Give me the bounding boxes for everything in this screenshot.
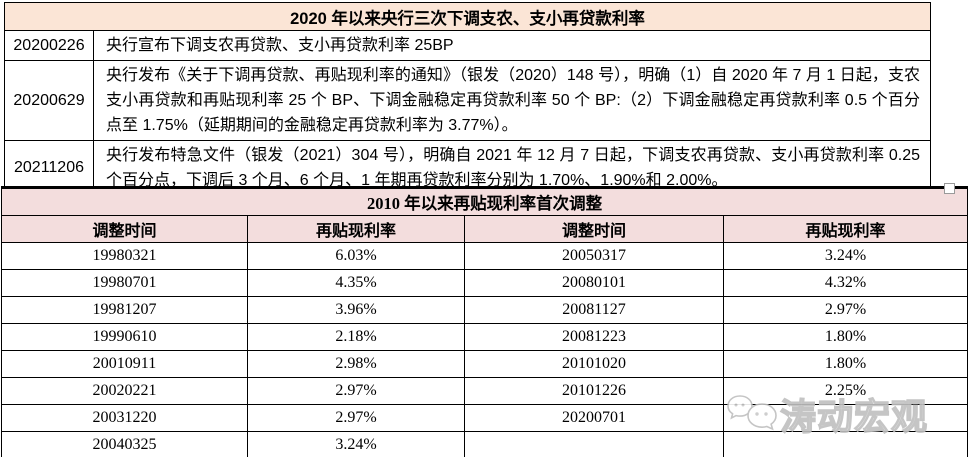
table-row: 2010 年以来再贴现利率首次调整 [1, 186, 968, 216]
table-row: 20200629 央行发布《关于下调再贷款、再贴现利率的通知》（银发（2020）… [4, 60, 931, 141]
rate-cell: 3.96% [247, 296, 465, 324]
table-row: 2020 年以来央行三次下调支农、支小再贷款利率 [4, 2, 931, 31]
rate-cell: 3.24% [247, 431, 465, 457]
rate-cell: 2.97% [723, 296, 968, 324]
column-header-adjust-date-1: 调整时间 [1, 215, 248, 243]
table2-title: 2010 年以来再贴现利率首次调整 [1, 186, 968, 216]
date-cell: 20101226 [464, 377, 724, 405]
date-cell: 20200701 [464, 404, 724, 432]
table1-title: 2020 年以来央行三次下调支农、支小再贷款利率 [4, 2, 931, 31]
date-cell: 20010911 [1, 350, 248, 378]
date-cell: 19981207 [1, 296, 248, 324]
table-row: 20200226 央行宣布下调支农再贷款、支小再贷款利率 25BP [4, 30, 931, 61]
rate-cell: 2.97% [247, 377, 465, 405]
table-row: 19981207 3.96% 20081127 2.97% [1, 296, 968, 324]
table-row: 19990610 2.18% 20081223 1.80% [1, 323, 968, 351]
date-cell: 20200226 [4, 30, 94, 61]
event-cell: 央行宣布下调支农再贷款、支小再贷款利率 25BP [93, 30, 931, 61]
date-cell: 20040325 [1, 431, 248, 457]
table-row: 20031220 2.97% 20200701 [1, 404, 968, 432]
rate-cell: 1.80% [723, 323, 968, 351]
table-row: 19980701 4.35% 20080101 4.32% [1, 269, 968, 297]
rate-cell [723, 404, 968, 432]
date-cell: 19990610 [1, 323, 248, 351]
rate-cell: 2.25% [723, 377, 968, 405]
date-cell: 20081223 [464, 323, 724, 351]
rate-cell: 2.97% [247, 404, 465, 432]
table-row: 20020221 2.97% 20101226 2.25% [1, 377, 968, 405]
date-cell: 20020221 [1, 377, 248, 405]
rediscount-rate-table: 2010 年以来再贴现利率首次调整 调整时间 再贴现利率 调整时间 再贴现利率 … [1, 186, 968, 457]
rate-cell [723, 431, 968, 457]
date-cell: 20200629 [4, 60, 94, 141]
rate-cell: 1.80% [723, 350, 968, 378]
table-row: 20010911 2.98% 20101020 1.80% [1, 350, 968, 378]
table-resize-handle [944, 183, 955, 194]
rate-cell: 4.32% [723, 269, 968, 297]
rate-cell: 2.98% [247, 350, 465, 378]
column-header-rediscount-rate-1: 再贴现利率 [247, 215, 465, 243]
date-cell: 20050317 [464, 242, 724, 270]
event-cell: 央行发布《关于下调再贷款、再贴现利率的通知》（银发（2020）148 号），明确… [93, 60, 931, 141]
date-cell: 20101020 [464, 350, 724, 378]
date-cell [464, 431, 724, 457]
column-header-adjust-date-2: 调整时间 [464, 215, 724, 243]
rate-cell: 4.35% [247, 269, 465, 297]
rate-cell: 6.03% [247, 242, 465, 270]
rate-cell: 2.18% [247, 323, 465, 351]
table-row: 19980321 6.03% 20050317 3.24% [1, 242, 968, 270]
table-header-row: 调整时间 再贴现利率 调整时间 再贴现利率 [1, 215, 968, 243]
date-cell: 20080101 [464, 269, 724, 297]
date-cell: 19980701 [1, 269, 248, 297]
relending-cuts-table: 2020 年以来央行三次下调支农、支小再贷款利率 20200226 央行宣布下调… [4, 2, 931, 196]
date-cell: 20081127 [464, 296, 724, 324]
table-row: 20040325 3.24% [1, 431, 968, 457]
column-header-rediscount-rate-2: 再贴现利率 [723, 215, 968, 243]
rate-cell: 3.24% [723, 242, 968, 270]
date-cell: 20031220 [1, 404, 248, 432]
date-cell: 19980321 [1, 242, 248, 270]
